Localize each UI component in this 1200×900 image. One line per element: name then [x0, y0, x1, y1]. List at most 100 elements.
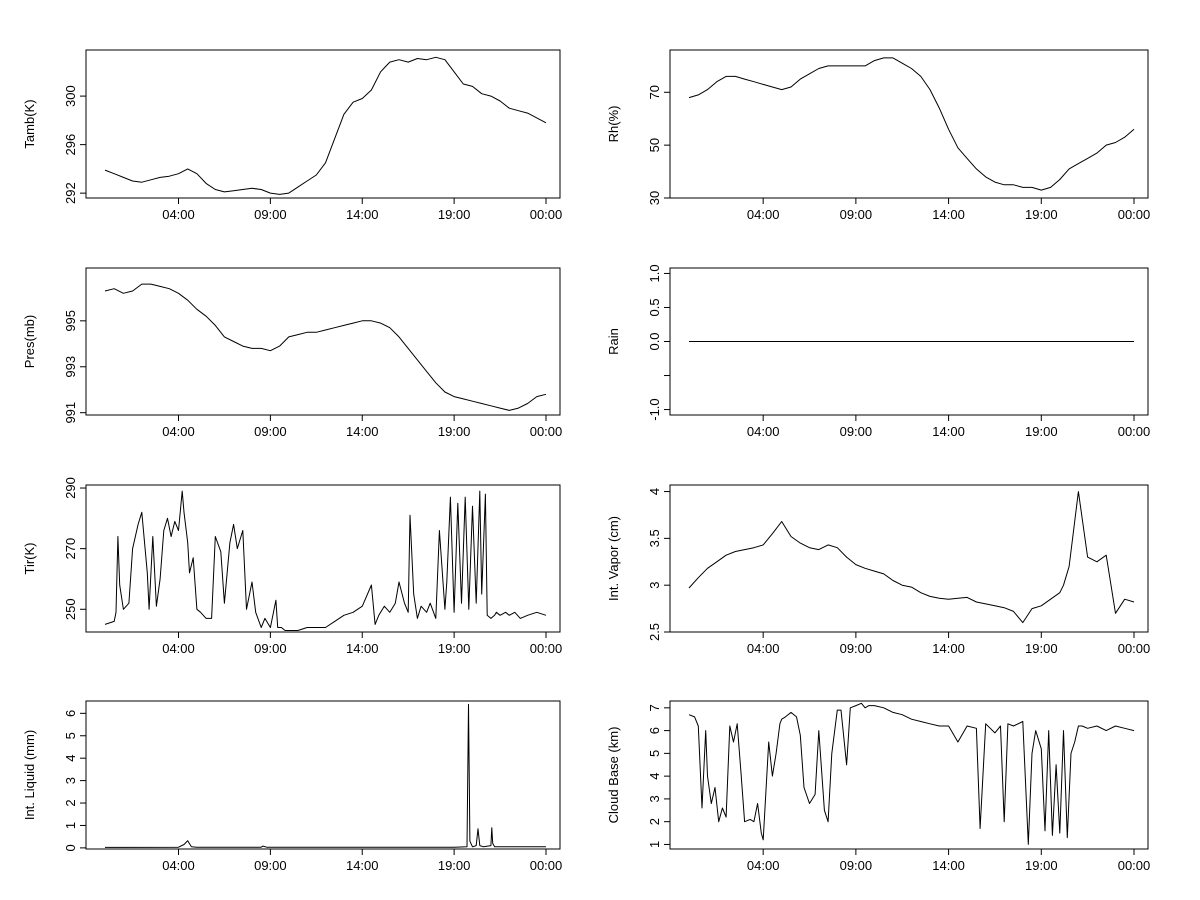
y-tick-label: 6 [63, 710, 78, 717]
y-tick-label: 991 [63, 402, 78, 424]
y-tick-label: 4 [647, 488, 662, 495]
x-tick-label: 09:00 [840, 207, 873, 222]
x-tick-label: 19:00 [438, 207, 471, 222]
plot-frame [85, 49, 561, 199]
plot-frame [669, 484, 1149, 633]
plot-frame [85, 484, 561, 633]
x-tick-label: 09:00 [254, 424, 287, 439]
y-tick-label: 1 [647, 841, 662, 848]
y-tick-label: 3 [647, 582, 662, 589]
panel-2: 04:00 09:00 14:00 19:00 00:00 30 50 70 Rh(%) [606, 49, 1151, 222]
x-tick-label: 00:00 [1118, 424, 1151, 439]
y-tick-label: 993 [63, 356, 78, 378]
plot-frame [669, 49, 1149, 199]
x-tick-label: 19:00 [438, 641, 471, 656]
x-tick-label: 09:00 [840, 858, 873, 873]
y-tick-label: 2 [647, 818, 662, 825]
x-tick-label: 19:00 [1025, 858, 1058, 873]
x-tick-label: 19:00 [1025, 207, 1058, 222]
y-tick-label: -1.0 [647, 398, 662, 420]
x-tick-label: 14:00 [346, 207, 379, 222]
y-tick-label: 3.5 [647, 529, 662, 547]
plot-frame [85, 267, 561, 416]
x-tick-label: 04:00 [162, 424, 195, 439]
y-axis-title: Int. Liquid (mm) [22, 730, 37, 820]
x-tick-label: 09:00 [254, 858, 287, 873]
x-tick-label: 14:00 [932, 207, 965, 222]
series-line [104, 283, 547, 411]
panel-6: 04:00 09:00 14:00 19:00 00:00 2.5 3 3.5 4 Int. Va… [606, 484, 1150, 656]
y-tick-label: 6 [647, 727, 662, 734]
y-tick-label: 0 [63, 844, 78, 851]
x-tick-label: 00:00 [1118, 207, 1151, 222]
x-tick-label: 19:00 [438, 858, 471, 873]
panel-4: 04:00 09:00 14:00 19:00 00:00 -1.0 0.0 0.5 1.0 Ra… [606, 264, 1150, 439]
y-tick-label: 50 [647, 138, 662, 152]
x-tick-label: 19:00 [1025, 641, 1058, 656]
x-tick-label: 14:00 [932, 641, 965, 656]
y-tick-label: 3 [63, 777, 78, 784]
y-tick-label: 995 [63, 310, 78, 332]
x-tick-label: 04:00 [162, 641, 195, 656]
y-tick-label: 0.5 [647, 298, 662, 316]
y-tick-label: 4 [647, 773, 662, 780]
series-line [104, 56, 547, 195]
y-tick-label: 70 [647, 85, 662, 99]
x-tick-label: 09:00 [254, 207, 287, 222]
x-tick-label: 19:00 [438, 424, 471, 439]
series-line [688, 702, 1135, 845]
x-tick-label: 14:00 [932, 424, 965, 439]
y-axis-title: Rain [606, 328, 621, 355]
y-axis-title: Int. Vapor (cm) [606, 516, 621, 601]
x-tick-label: 09:00 [840, 641, 873, 656]
x-tick-label: 04:00 [162, 207, 195, 222]
y-tick-label: 0.0 [647, 332, 662, 350]
x-tick-label: 04:00 [162, 858, 195, 873]
series-line [688, 491, 1135, 624]
x-tick-label: 00:00 [530, 641, 563, 656]
y-tick-label: 2 [63, 799, 78, 806]
y-tick-label: 30 [647, 191, 662, 205]
x-tick-label: 04:00 [747, 424, 780, 439]
y-axis-title: Cloud Base (km) [606, 727, 621, 824]
panel-5: 04:00 09:00 14:00 19:00 00:00 250 270 290 Tir(K) [22, 477, 562, 656]
panel-7: 04:00 09:00 14:00 19:00 00:00 0 1 2 3 4 5 6 Int. Liq… [22, 700, 563, 873]
y-axis-title: Tir(K) [22, 542, 37, 574]
x-tick-label: 04:00 [747, 207, 780, 222]
x-tick-label: 00:00 [530, 858, 563, 873]
plot-frame [85, 700, 561, 850]
x-tick-label: 09:00 [840, 424, 873, 439]
x-tick-label: 00:00 [530, 424, 563, 439]
y-tick-label: 250 [63, 598, 78, 620]
x-tick-label: 00:00 [530, 207, 563, 222]
y-tick-label: 1.0 [647, 264, 662, 282]
y-tick-label: 5 [647, 750, 662, 757]
series-line [688, 57, 1135, 191]
x-tick-label: 14:00 [346, 641, 379, 656]
x-tick-label: 14:00 [346, 858, 379, 873]
y-tick-label: 270 [63, 538, 78, 560]
panel-1: 04:00 09:00 14:00 19:00 00:00 292 296 300 Tamb(K… [22, 49, 563, 222]
plot-frame [669, 700, 1149, 850]
y-tick-label: 296 [63, 134, 78, 156]
panel-8: 04:00 09:00 14:00 19:00 00:00 1 2 3 4 5 6 7 Cloud Ba… [606, 700, 1151, 873]
x-tick-label: 14:00 [932, 858, 965, 873]
y-tick-label: 2.5 [647, 623, 662, 641]
y-tick-label: 3 [647, 795, 662, 802]
y-axis-title: Pres(mb) [22, 315, 37, 368]
y-tick-label: 4 [63, 755, 78, 762]
y-axis-title: Tamb(K) [22, 99, 37, 148]
x-tick-label: 14:00 [346, 424, 379, 439]
x-tick-label: 19:00 [1025, 424, 1058, 439]
x-tick-label: 04:00 [747, 641, 780, 656]
y-axis-title: Rh(%) [606, 106, 621, 143]
y-tick-label: 1 [63, 822, 78, 829]
panel-3: 04:00 09:00 14:00 19:00 00:00 991 993 995 Pres(m… [22, 267, 563, 439]
y-tick-label: 7 [647, 704, 662, 711]
series-line [104, 490, 547, 631]
y-tick-label: 300 [63, 85, 78, 107]
series-line [104, 703, 546, 848]
x-tick-label: 00:00 [1118, 858, 1151, 873]
y-tick-label: 292 [63, 182, 78, 204]
